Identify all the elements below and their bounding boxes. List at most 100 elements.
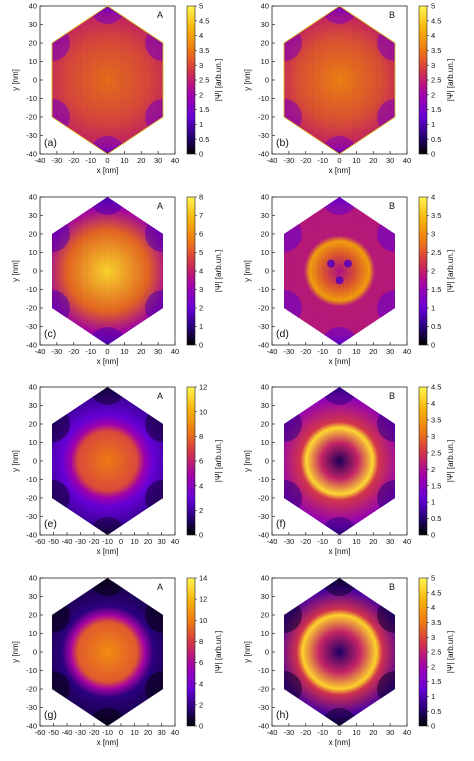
- y-axis-label: y [nm]: [243, 260, 252, 282]
- x-tick-label: -40: [35, 347, 46, 356]
- y-axis-label: y [nm]: [243, 641, 252, 663]
- colorbar-tick-label: 2: [431, 90, 435, 99]
- colorbar-tick-label: 0: [199, 341, 203, 350]
- y-tick-label: 30: [29, 592, 37, 601]
- y-tick-label: 0: [265, 457, 269, 466]
- x-tick-label: 30: [154, 347, 162, 356]
- colorbar-tick-label: 4.5: [199, 16, 209, 25]
- y-axis-label: y [nm]: [11, 69, 20, 91]
- y-tick-label: 30: [261, 211, 269, 220]
- colorbar-label: |Ψ| [arb.un.]: [446, 59, 455, 101]
- hex-corner-shade: [321, 387, 358, 405]
- colorbar-tick-label: 5: [431, 574, 435, 583]
- x-tick-label: 30: [386, 347, 394, 356]
- y-tick-label: -10: [258, 666, 269, 675]
- colorbar-tick-label: 2.5: [199, 76, 209, 85]
- panel-d: -40 -30 -20 -10 0 10 20 30 40x [nm]-40-30-20-100…: [243, 193, 455, 366]
- panel-h: -40 -30 -20 -10 0 10 20 30 40x [nm]-40-30-20-100…: [243, 574, 455, 747]
- x-tick-label: 40: [171, 728, 179, 737]
- x-tick-label: 30: [157, 728, 165, 737]
- y-axis-label: y [nm]: [243, 69, 252, 91]
- x-tick-label: 20: [144, 728, 152, 737]
- hex-corner-shade: [89, 327, 126, 345]
- x-axis-label: x [nm]: [329, 166, 351, 175]
- colorbar-tick-label: 1: [431, 692, 435, 701]
- y-tick-label: 30: [261, 20, 269, 29]
- colorbar-tick-label: 0.5: [199, 135, 209, 144]
- colorbar-tick-label: 3: [199, 61, 203, 70]
- sublattice-label: B: [389, 10, 395, 20]
- field-gradient: [52, 578, 163, 726]
- x-tick-label: 40: [403, 728, 411, 737]
- y-tick-label: 40: [261, 383, 269, 392]
- y-tick-label: 0: [33, 457, 37, 466]
- colorbar-label: |Ψ| [arb.un.]: [214, 440, 223, 482]
- colorbar-tick-label: 0.5: [431, 514, 441, 523]
- y-tick-label: 40: [261, 193, 269, 202]
- x-tick-label: -50: [48, 537, 59, 546]
- panel-a: -40 -30 -20 -10 0 10 20 30 40x [nm]-40-30-20-100…: [11, 2, 223, 175]
- colorbar-tick-label: 6: [199, 658, 203, 667]
- x-tick-label: -30: [75, 537, 86, 546]
- colorbar-tick-label: 2.5: [431, 248, 441, 257]
- x-tick-label: -30: [75, 728, 86, 737]
- y-tick-label: -10: [26, 94, 37, 103]
- y-tick-label: -20: [258, 685, 269, 694]
- colorbar-tick-label: 2: [199, 90, 203, 99]
- y-tick-label: -10: [26, 666, 37, 675]
- y-tick-label: 10: [261, 629, 269, 638]
- colorbar-tick-label: 4: [199, 481, 203, 490]
- y-tick-label: 40: [29, 193, 37, 202]
- sublattice-label: B: [389, 391, 395, 401]
- colorbar-tick-label: 0: [431, 722, 435, 731]
- colorbar-label: |Ψ| [arb.un.]: [214, 59, 223, 101]
- colorbar-tick-label: 4.5: [431, 588, 441, 597]
- x-tick-label: 20: [137, 347, 145, 356]
- y-axis-label: y [nm]: [243, 450, 252, 472]
- x-tick-label: -20: [300, 728, 311, 737]
- panel-letter: (f): [276, 518, 286, 530]
- colorbar: [418, 577, 428, 727]
- sublattice-label: B: [389, 201, 395, 211]
- y-tick-label: -10: [258, 94, 269, 103]
- colorbar-tick-label: 10: [199, 407, 207, 416]
- node-spot: [327, 259, 336, 268]
- panel-letter: (g): [44, 709, 57, 721]
- x-tick-label: -20: [89, 728, 100, 737]
- colorbar-tick-label: 2: [431, 465, 435, 474]
- y-tick-label: 0: [33, 267, 37, 276]
- colorbar-tick-label: 4.5: [431, 16, 441, 25]
- y-tick-label: -30: [26, 703, 37, 712]
- colorbar-tick-label: 6: [199, 230, 203, 239]
- x-tick-label: 20: [144, 537, 152, 546]
- x-tick-label: -30: [283, 347, 294, 356]
- y-tick-label: -20: [258, 304, 269, 313]
- y-tick-label: -40: [26, 531, 37, 540]
- x-tick-label: -40: [267, 728, 278, 737]
- x-tick-label: 20: [369, 537, 377, 546]
- y-axis-label: y [nm]: [11, 260, 20, 282]
- colorbar-tick-label: 7: [199, 211, 203, 220]
- colorbar-tick-label: 1.5: [431, 285, 441, 294]
- x-tick-label: -40: [62, 728, 73, 737]
- colorbar: [418, 196, 428, 346]
- x-tick-label: 40: [403, 347, 411, 356]
- x-axis-label: x [nm]: [329, 547, 351, 556]
- x-axis-label: x [nm]: [97, 166, 119, 175]
- x-tick-label: 30: [386, 156, 394, 165]
- colorbar-tick-label: 4.5: [431, 383, 441, 392]
- y-tick-label: -20: [26, 685, 37, 694]
- y-tick-label: -10: [258, 285, 269, 294]
- y-tick-label: -30: [258, 512, 269, 521]
- x-tick-label: -20: [68, 347, 79, 356]
- colorbar-tick-label: 2: [431, 662, 435, 671]
- y-tick-label: -20: [258, 494, 269, 503]
- y-axis-label: y [nm]: [11, 641, 20, 663]
- y-axis-label: y [nm]: [11, 450, 20, 472]
- y-tick-label: -30: [26, 322, 37, 331]
- hex-corner-shade: [89, 197, 126, 215]
- colorbar-tick-label: 0.5: [431, 135, 441, 144]
- x-tick-label: 40: [171, 347, 179, 356]
- y-tick-label: -40: [258, 722, 269, 731]
- node-spot: [335, 276, 344, 285]
